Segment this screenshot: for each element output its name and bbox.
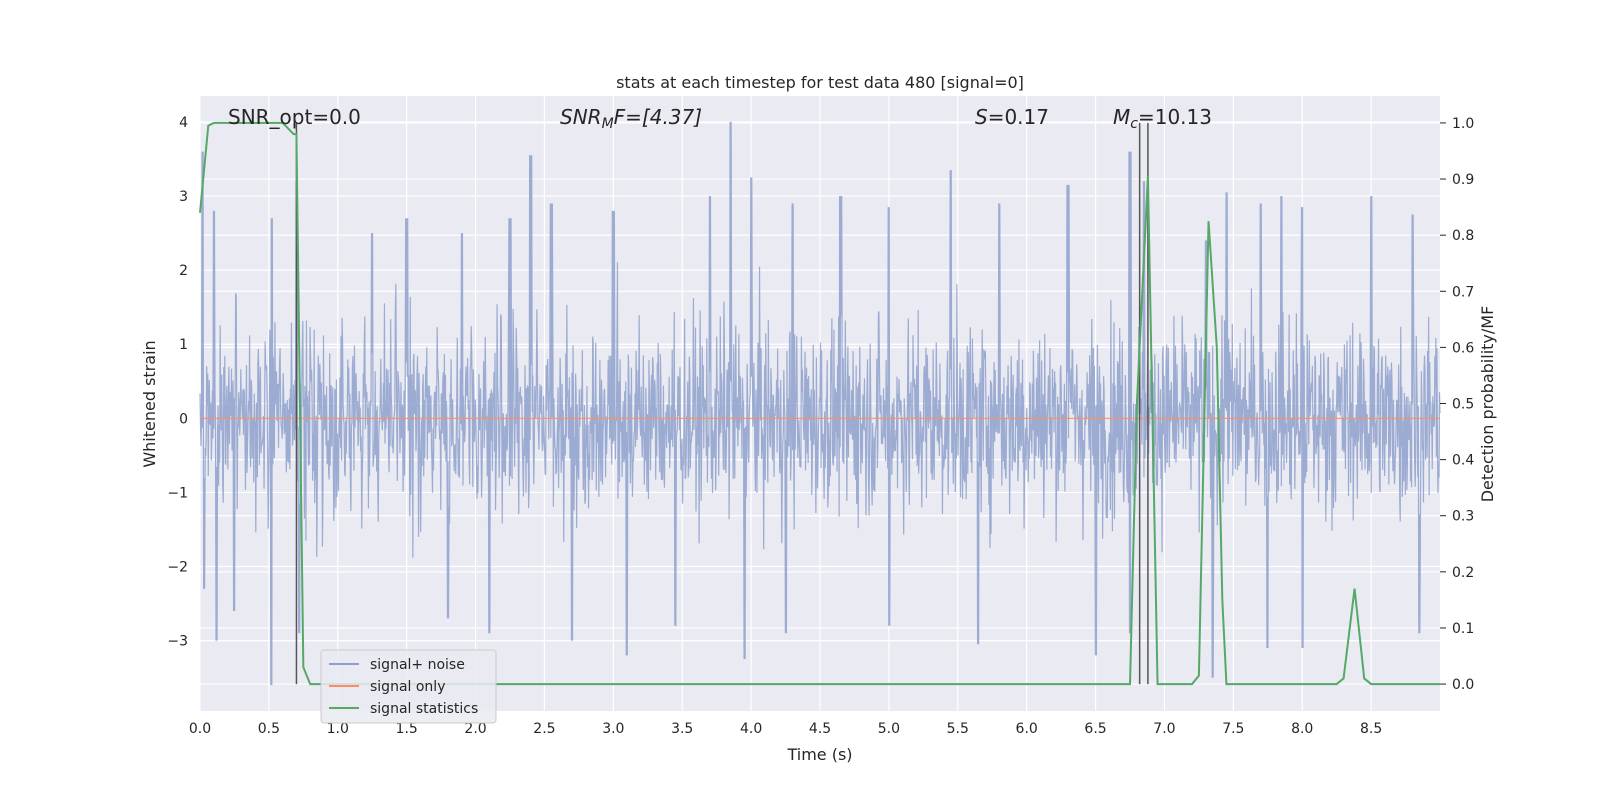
y-right-tick-label-0: 1.0 bbox=[1452, 116, 1474, 132]
annotation-mc-rest: =10.13 bbox=[1138, 105, 1212, 129]
x-tick-label-8: 4.0 bbox=[740, 721, 762, 737]
annotation-snr-mf: SNRMF=[4.37] bbox=[560, 105, 702, 132]
signal-noise-line bbox=[199, 121, 1441, 686]
annotation-s-rest: =0.17 bbox=[988, 105, 1049, 129]
x-tick-label-15: 7.5 bbox=[1222, 721, 1244, 737]
x-tick-label-9: 4.5 bbox=[809, 721, 831, 737]
y-left-tick-labels: 4 3 2 1 0 −1 −2 −3 bbox=[167, 115, 188, 650]
annotation-snr-mf-rest: F=[4.37] bbox=[614, 105, 702, 129]
x-axis-label: Time (s) bbox=[786, 745, 852, 764]
x-tick-label-12: 6.0 bbox=[1016, 721, 1038, 737]
x-tick-label-0: 0.0 bbox=[189, 721, 211, 737]
y-left-tick-label-1: 3 bbox=[179, 189, 188, 205]
annotation-mc-sub: c bbox=[1130, 116, 1138, 132]
y-left-tick-label-6: −2 bbox=[167, 560, 188, 576]
x-tick-label-13: 6.5 bbox=[1084, 721, 1106, 737]
chart-title: stats at each timestep for test data 480… bbox=[616, 73, 1024, 92]
legend-label-signal-noise: signal+ noise bbox=[370, 657, 465, 673]
series-signal-statistics bbox=[199, 121, 1440, 686]
series-signal-noise bbox=[199, 121, 1441, 686]
y-left-axis-label: Whitened strain bbox=[140, 340, 159, 467]
y-right-tick-label-8: 0.2 bbox=[1452, 565, 1474, 581]
y-right-tick-label-7: 0.3 bbox=[1452, 509, 1474, 525]
y-left-tick-label-4: 0 bbox=[179, 411, 188, 427]
annotation-snr-mf-base: SNR bbox=[560, 105, 602, 129]
x-tick-label-6: 3.0 bbox=[602, 721, 624, 737]
x-tick-label-4: 2.0 bbox=[464, 721, 486, 737]
y-right-tick-label-9: 0.1 bbox=[1452, 621, 1474, 637]
annotation-s: S=0.17 bbox=[975, 105, 1049, 129]
x-tick-label-2: 1.0 bbox=[327, 721, 349, 737]
y-right-tick-label-6: 0.4 bbox=[1452, 453, 1474, 469]
x-tick-label-17: 8.5 bbox=[1360, 721, 1382, 737]
y-right-tick-label-3: 0.7 bbox=[1452, 284, 1474, 300]
signal-statistics-line bbox=[199, 121, 1440, 686]
y-right-tick-label-10: 0.0 bbox=[1452, 677, 1474, 693]
y-right-tick-label-4: 0.6 bbox=[1452, 340, 1474, 356]
x-tick-label-10: 5.0 bbox=[878, 721, 900, 737]
y-right-tick-label-5: 0.5 bbox=[1452, 397, 1474, 413]
x-tick-label-14: 7.0 bbox=[1153, 721, 1175, 737]
x-tick-label-16: 8.0 bbox=[1291, 721, 1313, 737]
annotation-mc: Mc=10.13 bbox=[1113, 105, 1212, 132]
y-right-tick-labels: 1.0 0.9 0.8 0.7 0.6 0.5 0.4 0.3 0.2 0.1 0.0 bbox=[1440, 116, 1474, 693]
y-left-tick-label-0: 4 bbox=[179, 115, 188, 131]
legend-label-signal-statistics: signal statistics bbox=[370, 701, 478, 717]
legend-box bbox=[320, 649, 497, 724]
x-tick-label-7: 3.5 bbox=[671, 721, 693, 737]
y-left-tick-label-7: −3 bbox=[167, 634, 188, 650]
annotation-snr-mf-sub: M bbox=[602, 116, 614, 132]
annotation-s-italic: S bbox=[975, 105, 988, 129]
y-right-tick-label-2: 0.8 bbox=[1452, 228, 1474, 244]
x-tick-label-3: 1.5 bbox=[396, 721, 418, 737]
y-left-tick-label-5: −1 bbox=[167, 485, 188, 501]
x-tick-label-11: 5.5 bbox=[947, 721, 969, 737]
y-right-tick-label-1: 0.9 bbox=[1452, 172, 1474, 188]
legend-label-signal-only: signal only bbox=[370, 679, 445, 695]
x-tick-label-5: 2.5 bbox=[533, 721, 555, 737]
legend: signal+ noise signal only signal statist… bbox=[320, 649, 497, 724]
x-tick-label-1: 0.5 bbox=[258, 721, 280, 737]
y-right-axis-label: Detection probability/MF bbox=[1478, 306, 1497, 503]
x-tick-labels: 0.0 0.5 1.0 1.5 2.0 2.5 3.0 3.5 4.0 4.5 5.0 5.5 6.0 6… bbox=[189, 721, 1382, 737]
y-left-tick-label-2: 2 bbox=[179, 263, 188, 279]
y-left-tick-label-3: 1 bbox=[179, 337, 188, 353]
annotation-snr-opt: SNR_opt=0.0 bbox=[228, 105, 361, 129]
annotation-mc-italic: M bbox=[1113, 105, 1130, 129]
